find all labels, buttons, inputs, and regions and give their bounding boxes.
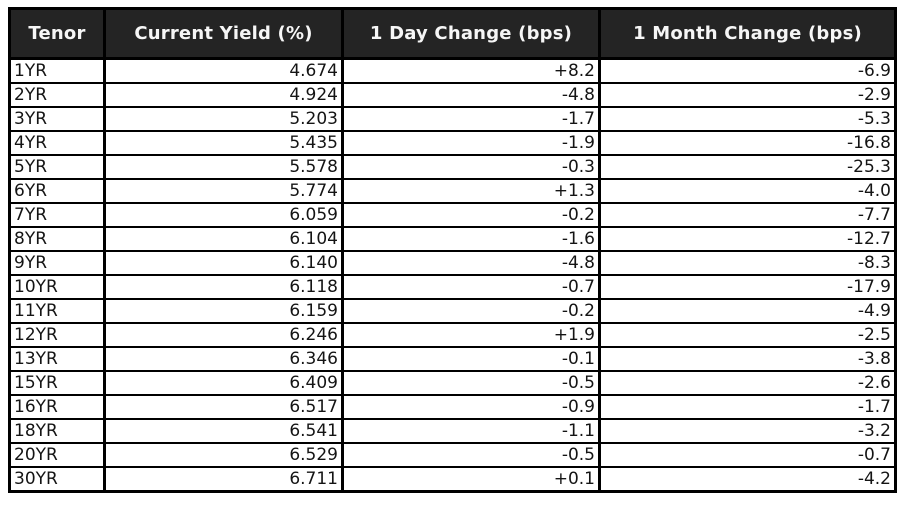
month-change-cell: -16.8 (598, 130, 897, 156)
day-change-cell: -4.8 (341, 82, 601, 108)
header-month-change: 1 Month Change (bps) (598, 8, 897, 60)
table-row: 5YR 5.578 -0.3 -25.3 (8, 154, 897, 180)
current-yield-cell: 5.435 (103, 130, 344, 156)
tenor-cell: 4YR (8, 130, 106, 156)
table-header: Tenor Current Yield (%) 1 Day Change (bp… (8, 8, 897, 60)
current-yield-cell: 4.924 (103, 82, 344, 108)
table-row: 2YR 4.924 -4.8 -2.9 (8, 82, 897, 108)
day-change-cell: -1.9 (341, 130, 601, 156)
tenor-cell: 13YR (8, 346, 106, 372)
current-yield-cell: 6.059 (103, 202, 344, 228)
month-change-cell: -2.6 (598, 370, 897, 396)
tenor-cell: 1YR (8, 57, 106, 84)
header-tenor: Tenor (8, 8, 106, 60)
month-change-cell: -2.5 (598, 322, 897, 348)
day-change-cell: -1.7 (341, 106, 601, 132)
tenor-cell: 5YR (8, 154, 106, 180)
tenor-cell: 11YR (8, 298, 106, 324)
day-change-cell: -0.5 (341, 442, 601, 468)
tenor-cell: 8YR (8, 226, 106, 252)
day-change-cell: -0.3 (341, 154, 601, 180)
day-change-cell: +8.2 (341, 57, 601, 84)
current-yield-cell: 6.529 (103, 442, 344, 468)
table-row: 3YR 5.203 -1.7 -5.3 (8, 106, 897, 132)
current-yield-cell: 4.674 (103, 57, 344, 84)
month-change-cell: -25.3 (598, 154, 897, 180)
month-change-cell: -5.3 (598, 106, 897, 132)
header-current-yield: Current Yield (%) (103, 8, 344, 60)
month-change-cell: -4.0 (598, 178, 897, 204)
current-yield-cell: 5.203 (103, 106, 344, 132)
month-change-cell: -2.9 (598, 82, 897, 108)
header-day-change: 1 Day Change (bps) (341, 8, 601, 60)
tenor-cell: 30YR (8, 466, 106, 493)
month-change-cell: -0.7 (598, 442, 897, 468)
day-change-cell: -1.6 (341, 226, 601, 252)
current-yield-cell: 6.541 (103, 418, 344, 444)
day-change-cell: -0.2 (341, 298, 601, 324)
table-body: 1YR 4.674 +8.2 -6.9 2YR 4.924 -4.8 -2.9 3YR 5.203… (8, 57, 897, 493)
tenor-cell: 2YR (8, 82, 106, 108)
day-change-cell: +1.9 (341, 322, 601, 348)
table-row: 4YR 5.435 -1.9 -16.8 (8, 130, 897, 156)
table-row: 8YR 6.104 -1.6 -12.7 (8, 226, 897, 252)
day-change-cell: -0.1 (341, 346, 601, 372)
month-change-cell: -4.9 (598, 298, 897, 324)
month-change-cell: -17.9 (598, 274, 897, 300)
current-yield-cell: 6.118 (103, 274, 344, 300)
tenor-cell: 16YR (8, 394, 106, 420)
header-row: Tenor Current Yield (%) 1 Day Change (bp… (8, 8, 897, 60)
current-yield-cell: 6.711 (103, 466, 344, 493)
day-change-cell: -4.8 (341, 250, 601, 276)
month-change-cell: -8.3 (598, 250, 897, 276)
month-change-cell: -3.8 (598, 346, 897, 372)
current-yield-cell: 5.578 (103, 154, 344, 180)
table-row: 12YR 6.246 +1.9 -2.5 (8, 322, 897, 348)
current-yield-cell: 5.774 (103, 178, 344, 204)
current-yield-cell: 6.104 (103, 226, 344, 252)
day-change-cell: +1.3 (341, 178, 601, 204)
tenor-cell: 15YR (8, 370, 106, 396)
day-change-cell: -0.2 (341, 202, 601, 228)
current-yield-cell: 6.409 (103, 370, 344, 396)
tenor-cell: 10YR (8, 274, 106, 300)
tenor-cell: 7YR (8, 202, 106, 228)
tenor-cell: 6YR (8, 178, 106, 204)
tenor-cell: 12YR (8, 322, 106, 348)
day-change-cell: -1.1 (341, 418, 601, 444)
current-yield-cell: 6.346 (103, 346, 344, 372)
table-row: 30YR 6.711 +0.1 -4.2 (8, 466, 897, 493)
table-row: 13YR 6.346 -0.1 -3.8 (8, 346, 897, 372)
day-change-cell: -0.9 (341, 394, 601, 420)
table-row: 15YR 6.409 -0.5 -2.6 (8, 370, 897, 396)
tenor-cell: 18YR (8, 418, 106, 444)
tenor-cell: 3YR (8, 106, 106, 132)
day-change-cell: -0.5 (341, 370, 601, 396)
table-row: 10YR 6.118 -0.7 -17.9 (8, 274, 897, 300)
current-yield-cell: 6.140 (103, 250, 344, 276)
tenor-cell: 20YR (8, 442, 106, 468)
current-yield-cell: 6.159 (103, 298, 344, 324)
current-yield-cell: 6.517 (103, 394, 344, 420)
month-change-cell: -6.9 (598, 57, 897, 84)
table-row: 18YR 6.541 -1.1 -3.2 (8, 418, 897, 444)
table-row: 20YR 6.529 -0.5 -0.7 (8, 442, 897, 468)
month-change-cell: -7.7 (598, 202, 897, 228)
day-change-cell: -0.7 (341, 274, 601, 300)
table-row: 7YR 6.059 -0.2 -7.7 (8, 202, 897, 228)
tenor-cell: 9YR (8, 250, 106, 276)
table-row: 6YR 5.774 +1.3 -4.0 (8, 178, 897, 204)
month-change-cell: -1.7 (598, 394, 897, 420)
day-change-cell: +0.1 (341, 466, 601, 493)
month-change-cell: -4.2 (598, 466, 897, 493)
month-change-cell: -12.7 (598, 226, 897, 252)
table-row: 11YR 6.159 -0.2 -4.9 (8, 298, 897, 324)
current-yield-cell: 6.246 (103, 322, 344, 348)
table-row: 1YR 4.674 +8.2 -6.9 (8, 57, 897, 84)
yield-curve-table: Tenor Current Yield (%) 1 Day Change (bp… (8, 7, 897, 493)
table-row: 9YR 6.140 -4.8 -8.3 (8, 250, 897, 276)
table-row: 16YR 6.517 -0.9 -1.7 (8, 394, 897, 420)
month-change-cell: -3.2 (598, 418, 897, 444)
